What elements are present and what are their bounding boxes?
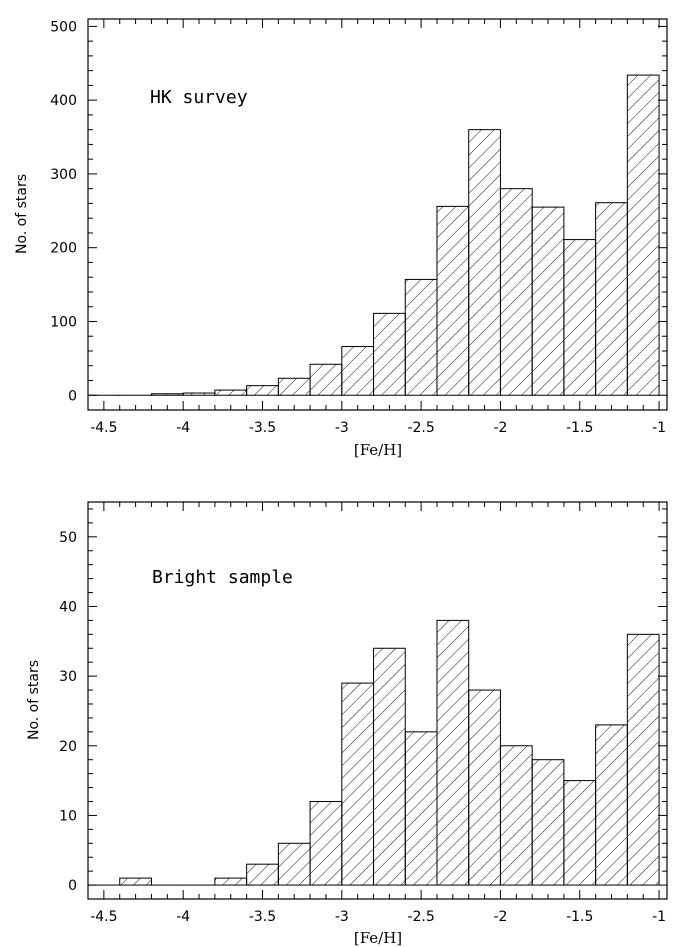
bright-sample-ticks [88,502,667,900]
hk-survey-bar-11 [436,205,470,396]
hk-survey-bar-12 [468,129,501,396]
bright-sample-bar-12 [468,689,501,886]
bright-sample-x-tick-label: -4.5 [90,909,117,925]
bright-sample-plot-frame [87,501,668,900]
bright-sample-bar-6 [277,842,311,886]
hk-survey-x-tick-label: -3.5 [249,420,276,436]
hk-survey-bar-9 [373,312,406,396]
hk-survey-x-tick-label: -1 [652,420,666,436]
bright-sample-bar-7 [309,800,343,886]
hk-survey-bar-15 [563,239,597,396]
bright-sample-y-tick-label: 50 [59,530,77,546]
hk-survey-bar-17 [626,74,660,396]
hk-survey-bar-16 [595,202,628,396]
hk-survey-x-tick-label: -1.5 [566,420,593,436]
hk-survey-y-tick-label: 200 [50,241,77,257]
hk-survey-bar-14 [531,206,565,396]
hk-survey-bars [87,74,660,396]
bright-sample-tick-labels: -4.5 -4 -3.5 -3 -2.5 -2 -1.5 -1 0 10 20 30 40 50 [59,530,666,925]
hk-survey-bar-13 [499,188,533,396]
hk-survey-panel: -4.5 -4 -3.5 -3 -2.5 -2 -1.5 -1 0 100 200 300 400 500… [14,18,668,459]
hk-survey-y-tick-label: 300 [50,167,77,183]
bright-sample-x-tick-label: -3 [335,909,349,925]
hk-survey-y-tick-label: 500 [50,19,77,35]
hk-survey-x-tick-label: -2 [493,420,507,436]
hk-survey-x-tick-label: -4.5 [90,420,117,436]
hk-survey-plot-frame [87,18,668,411]
bright-sample-y-tick-label: 40 [59,599,77,615]
hk-survey-bar-8 [341,346,375,396]
bright-sample-x-tick-label: -3.5 [249,909,276,925]
hk-survey-y-tick-label: 100 [50,314,77,330]
hk-survey-x-tick-label: -2.5 [407,420,434,436]
bright-sample-x-tick-label: -2.5 [407,909,434,925]
bright-sample-panel: -4.5 -4 -3.5 -3 -2.5 -2 -1.5 -1 0 10 20 30 40 50 Brig… [26,501,668,947]
bright-sample-bar-1 [119,877,152,886]
bright-sample-x-tick-label: -2 [493,909,507,925]
bright-sample-bar-5 [246,863,279,886]
bright-sample-bar-15 [563,780,597,886]
bright-sample-bar-16 [595,724,628,886]
bright-sample-y-tick-label: 30 [59,669,77,685]
bright-sample-y-tick-label: 20 [59,739,77,755]
bright-sample-x-tick-label: -4 [176,909,190,925]
hk-survey-bar-4 [214,389,248,396]
hk-survey-annotation: HK survey [150,87,248,108]
bright-sample-bar-13 [499,745,533,886]
hk-survey-tick-labels: -4.5 -4 -3.5 -3 -2.5 -2 -1.5 -1 0 100 200 300 400 500 [50,19,666,436]
bright-sample-bar-10 [404,731,438,886]
hk-survey-x-tick-label: -4 [176,420,190,436]
bright-sample-bars [87,619,660,886]
hk-survey-y-tick-label: 400 [50,93,77,109]
hk-survey-x-axis-label: [Fe/H] [354,441,402,459]
bright-sample-y-tick-label: 10 [59,808,77,824]
bright-sample-bar-8 [341,682,375,886]
bright-sample-x-tick-label: -1.5 [566,909,593,925]
hk-survey-bar-2 [150,393,184,396]
bright-sample-x-axis-label: [Fe/H] [354,929,402,947]
bright-sample-bar-11 [436,619,470,886]
hk-survey-ticks [88,19,667,411]
hk-survey-bar-6 [277,377,311,396]
hk-survey-x-tick-label: -3 [335,420,349,436]
bright-sample-bar-14 [531,759,565,886]
hk-survey-y-axis-label: No. of stars [14,174,30,254]
bright-sample-bar-9 [373,647,406,886]
bright-sample-x-tick-label: -1 [652,909,666,925]
hk-survey-y-tick-label: 0 [68,388,77,404]
hk-survey-bar-5 [246,385,279,396]
bright-sample-y-axis-label: No. of stars [26,660,42,740]
bright-sample-bar-17 [626,633,660,886]
bright-sample-y-tick-label: 0 [68,878,77,894]
hk-survey-bar-3 [182,392,216,396]
hk-survey-bar-10 [404,278,438,396]
bright-sample-bar-4 [214,877,248,886]
bright-sample-annotation: Bright sample [152,567,293,588]
hk-survey-bar-7 [309,363,343,396]
